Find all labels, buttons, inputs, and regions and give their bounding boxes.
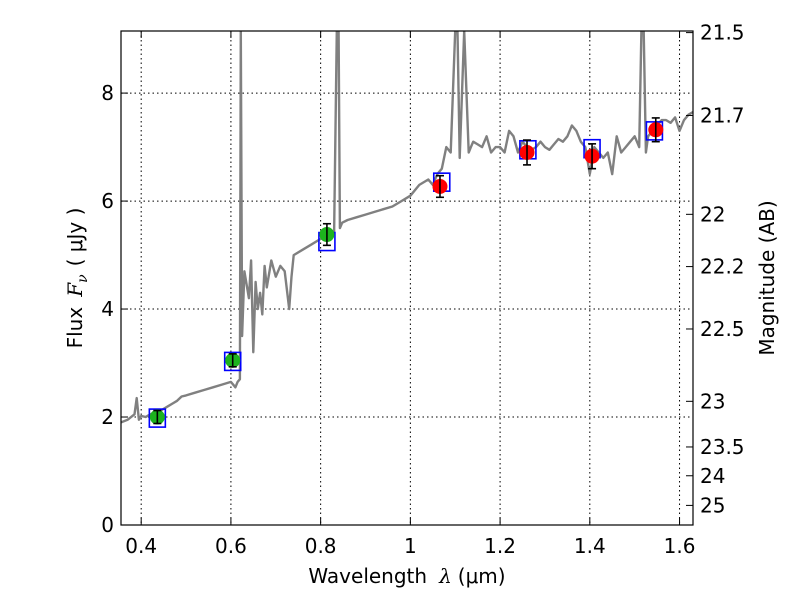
x-tick-label: 0.6 — [215, 534, 247, 558]
x-axis-symbol: λ — [438, 564, 452, 588]
magnitude-tick-label: 21.7 — [700, 103, 745, 127]
magnitude-axis-title: Magnitude (AB) — [755, 200, 779, 355]
model-spectrum-line — [121, 31, 693, 424]
magnitude-tick-label: 21.5 — [700, 21, 745, 45]
x-tick-label: 1.2 — [484, 534, 516, 558]
model-box — [223, 351, 242, 372]
y-axis-unit: ( μJy ) — [63, 208, 87, 267]
y-axis-title: Flux Fν ( μJy ) — [63, 208, 91, 349]
x-tick-label: 1.4 — [574, 534, 606, 558]
observed-photometry — [149, 117, 664, 425]
x-tick-label: 0.8 — [305, 534, 337, 558]
y-tick-label: 0 — [101, 513, 114, 537]
x-axis-title-text: Wavelength — [308, 564, 427, 588]
magnitude-tick-label: 22.5 — [700, 317, 745, 341]
model-box — [148, 408, 167, 428]
y-tick-label: 2 — [101, 405, 114, 429]
x-tick-label: 1.6 — [664, 534, 696, 558]
x-tick-label: 1 — [404, 534, 417, 558]
y-axis-subscript: ν — [75, 274, 91, 283]
y-tick-label: 6 — [101, 189, 114, 213]
magnitude-tick-label: 23 — [700, 389, 725, 413]
magnitude-tick-label: 25 — [700, 493, 725, 517]
y-tick-label: 4 — [101, 297, 114, 321]
magnitude-axis-ticks: 21.5 21.7 22 22.2 22.5 23 23.5 24 25 — [686, 21, 745, 517]
y-tick-label: 8 — [101, 81, 114, 105]
x-axis-unit: (μm) — [458, 564, 506, 588]
grid — [121, 31, 693, 526]
x-tick-label: 0.4 — [125, 534, 157, 558]
magnitude-tick-label: 22.2 — [700, 255, 745, 279]
magnitude-tick-label: 23.5 — [700, 435, 745, 459]
y-axis-ticks: 0 2 4 6 8 — [101, 81, 128, 537]
plot-frame — [120, 30, 694, 526]
model-photometry — [148, 121, 664, 428]
magnitude-tick-label: 24 — [700, 464, 725, 488]
y-axis-symbol: F — [63, 282, 87, 298]
x-axis-title: Wavelength λ (μm) — [308, 564, 505, 588]
y-axis-title-text: Flux — [63, 307, 87, 349]
x-axis-ticks: 0.4 0.6 0.8 1 1.2 1.4 1.6 — [125, 31, 695, 558]
magnitude-tick-label: 22 — [700, 202, 725, 226]
